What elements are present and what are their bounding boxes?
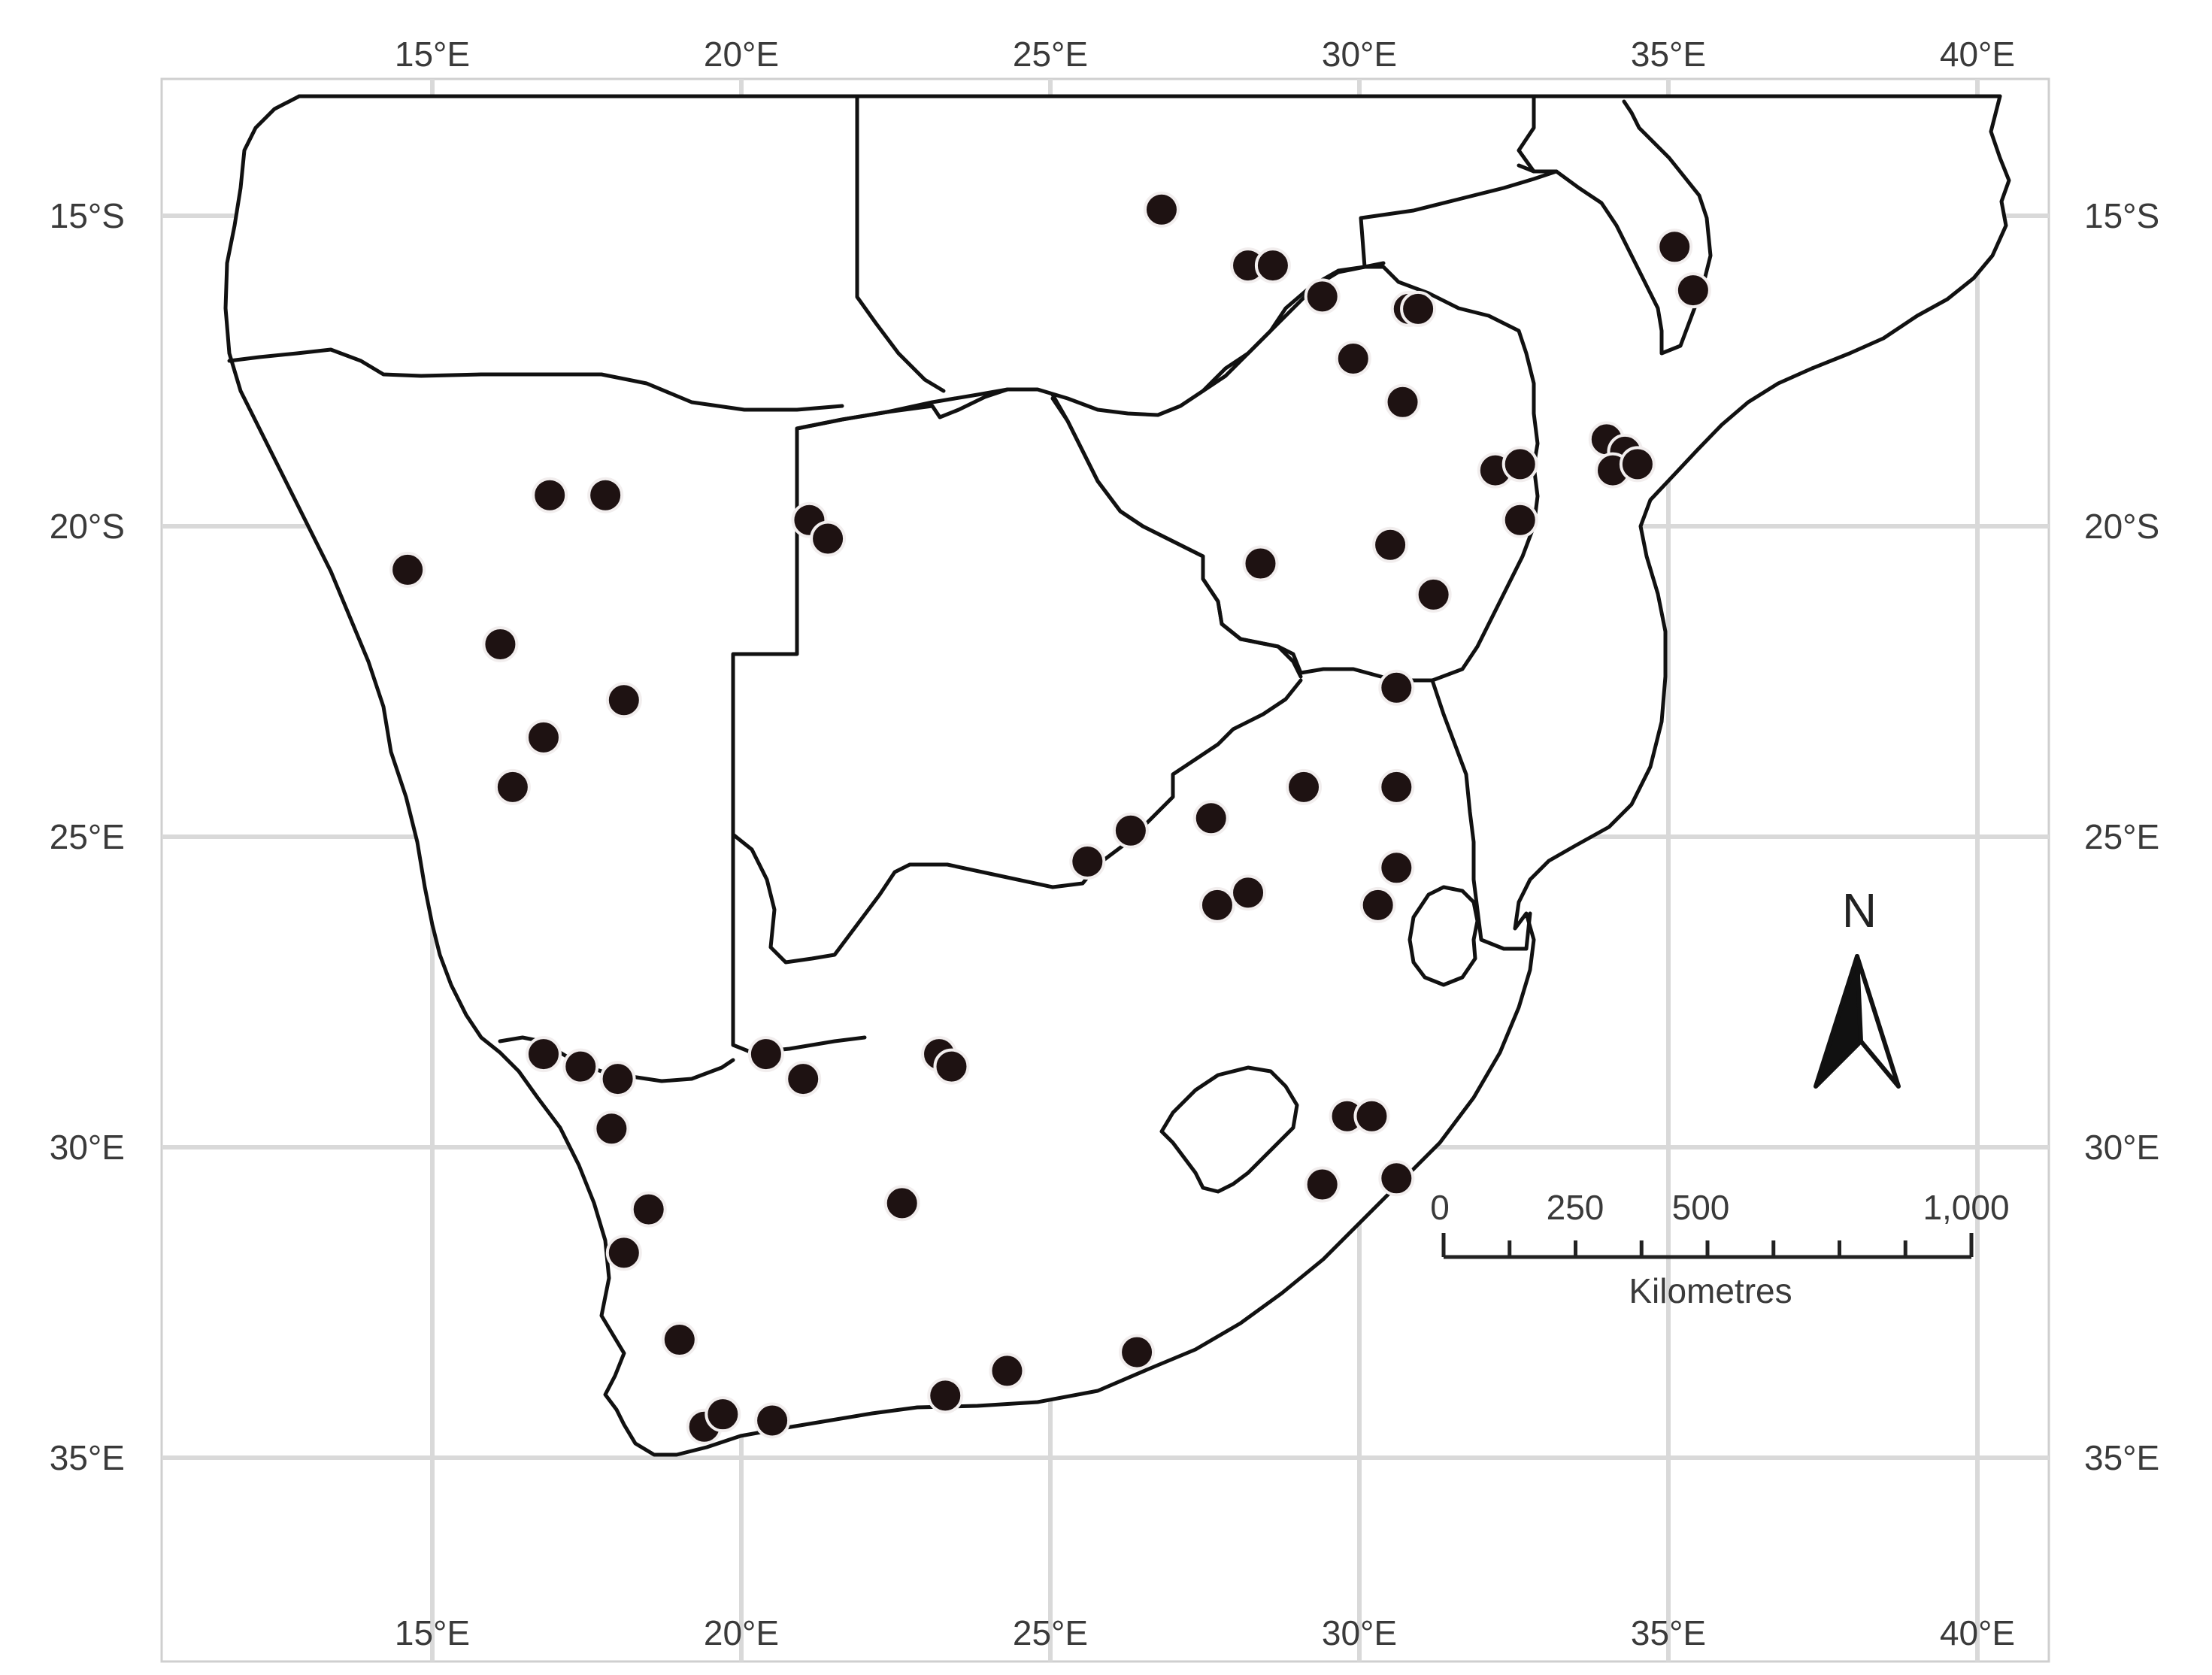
malawi-boundary [1517,94,1713,356]
scale-label-500: 500 [1672,1188,1730,1227]
site-marker [705,1396,741,1433]
site-marker [1656,229,1693,265]
site-marker [1143,191,1180,228]
site-marker [883,1185,920,1222]
site-marker [785,1061,822,1098]
bottom-tick-label: 30°E [1322,1613,1397,1652]
site-marker [1069,844,1106,880]
site-marker [525,719,562,756]
top-tick-label: 15°E [395,35,470,74]
scale-bar: 0 250 500 1,000 Kilometres [1430,1188,2009,1310]
site-marker [525,1036,562,1073]
site-marker [1501,501,1538,538]
site-marker [482,625,519,662]
site-marker [587,477,624,513]
left-tick-label: 15°S [50,196,125,235]
site-marker [1242,545,1279,582]
site-marker [605,682,642,719]
bottom-tick-label: 40°E [1940,1613,2015,1652]
site-marker [810,520,847,557]
site-marker [389,551,426,588]
site-marker [605,1234,642,1271]
site-marker [1254,247,1291,284]
site-marker [661,1322,698,1358]
north-arrow-light-half [1855,954,1901,1089]
north-arrow-label: N [1842,883,1877,937]
site-marker [1119,1334,1156,1371]
site-marker [532,477,568,513]
site-marker [1372,526,1409,563]
right-tick-label: 35°E [2084,1438,2159,1477]
occurrence-sites [389,191,1711,1445]
top-tick-label: 25°E [1013,35,1088,74]
site-marker [1359,886,1396,923]
scale-unit-label: Kilometres [1629,1271,1792,1310]
bottom-tick-label: 25°E [1013,1613,1088,1652]
scale-label-1000: 1,000 [1923,1188,2009,1227]
site-marker [747,1036,784,1073]
site-marker [1501,446,1538,483]
site-marker [1619,446,1656,483]
left-tick-label: 20°S [50,507,125,546]
site-marker [1304,1166,1341,1203]
site-marker [599,1061,636,1098]
site-marker [1378,768,1415,805]
right-tick-label: 25°E [2084,817,2159,856]
namibia-botswana-border [731,426,867,1055]
top-tick-label: 30°E [1322,35,1397,74]
site-marker [989,1352,1026,1389]
site-marker [1378,1160,1415,1197]
site-marker [1335,340,1371,377]
mozambique-southafrica-border [1430,678,1532,951]
left-tick-label: 35°E [50,1438,125,1477]
top-tick-label: 40°E [1940,35,2015,74]
top-tick-label: 20°E [704,35,779,74]
scale-label-0: 0 [1430,1188,1450,1227]
bottom-tick-label: 15°E [395,1613,470,1652]
site-marker [754,1402,791,1439]
site-marker [494,768,531,805]
right-tick-label: 20°S [2084,507,2159,546]
site-marker [1400,290,1437,327]
angola-zambia-border [855,94,946,393]
north-arrow-dark-half [1814,954,1863,1089]
right-tick-label: 30°E [2084,1128,2159,1167]
site-marker [1198,886,1235,923]
site-marker [1112,812,1149,849]
eswatini-boundary [1407,885,1480,987]
site-marker [1384,383,1421,420]
site-marker [1304,278,1341,315]
site-marker [1192,800,1229,837]
left-tick-label: 25°E [50,817,125,856]
site-marker [933,1048,970,1085]
site-marker [630,1191,667,1228]
site-marker [1230,874,1267,911]
site-marker [1378,850,1415,886]
bottom-tick-label: 20°E [704,1613,779,1652]
site-marker [927,1377,964,1414]
site-marker [562,1048,599,1085]
site-marker [1378,669,1415,706]
site-marker [1286,768,1323,805]
angola-namibia-border [227,347,844,412]
top-tick-label: 35°E [1631,35,1706,74]
right-tick-label: 15°S [2084,196,2159,235]
zimbabwe-boundary [1050,265,1540,683]
lesotho-boundary [1159,1065,1299,1194]
left-tick-label: 30°E [50,1128,125,1167]
site-marker [1415,576,1452,613]
site-marker [1353,1098,1390,1134]
north-arrow: N [1814,883,1901,1089]
axis-ticks: 15°E 15°E 20°E 20°E 25°E 25°E 30°E 30°E 35°E 35°E… [50,35,2160,1652]
bottom-tick-label: 35°E [1631,1613,1706,1652]
scale-label-250: 250 [1547,1188,1604,1227]
scale-bar-ticks [1441,1233,1974,1257]
site-marker [1674,272,1711,309]
country-borders [223,94,2011,1457]
map-frame [160,77,2050,1663]
southern-africa-landmass [223,94,2011,1457]
site-marker [593,1110,630,1147]
